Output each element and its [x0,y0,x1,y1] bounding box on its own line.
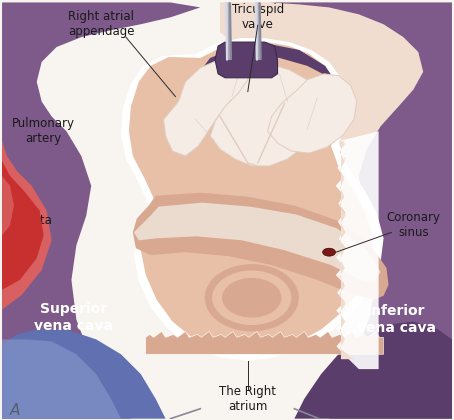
Text: A: A [10,403,20,418]
Polygon shape [220,3,452,250]
Polygon shape [163,58,270,156]
Text: The Right
atrium: The Right atrium [219,385,276,413]
Polygon shape [121,38,384,361]
Polygon shape [210,60,324,166]
Text: Right atrial
appendage: Right atrial appendage [68,10,134,38]
Text: Pulmonary
artery: Pulmonary artery [12,117,75,145]
Polygon shape [270,3,452,419]
Polygon shape [2,3,452,419]
Text: Tricuspid
valve: Tricuspid valve [232,3,284,32]
Polygon shape [267,74,357,153]
Polygon shape [2,300,166,419]
Polygon shape [2,131,52,310]
Text: Superior
vena cava: Superior vena cava [34,302,113,333]
Polygon shape [133,193,389,300]
Polygon shape [336,131,379,369]
Ellipse shape [222,278,281,318]
Polygon shape [129,42,374,353]
Text: Inferior
vena cava: Inferior vena cava [357,304,436,335]
Polygon shape [339,143,354,359]
Polygon shape [2,176,14,235]
Ellipse shape [212,270,291,325]
Polygon shape [215,42,277,78]
Polygon shape [2,339,121,419]
Ellipse shape [323,248,336,256]
Polygon shape [2,3,200,419]
Ellipse shape [205,264,299,331]
Polygon shape [134,202,380,282]
Polygon shape [204,44,337,84]
Polygon shape [294,300,452,419]
Text: Aorta: Aorta [21,214,53,227]
Polygon shape [146,331,384,354]
Text: Coronary
sinus: Coronary sinus [386,211,440,239]
Polygon shape [2,161,44,290]
